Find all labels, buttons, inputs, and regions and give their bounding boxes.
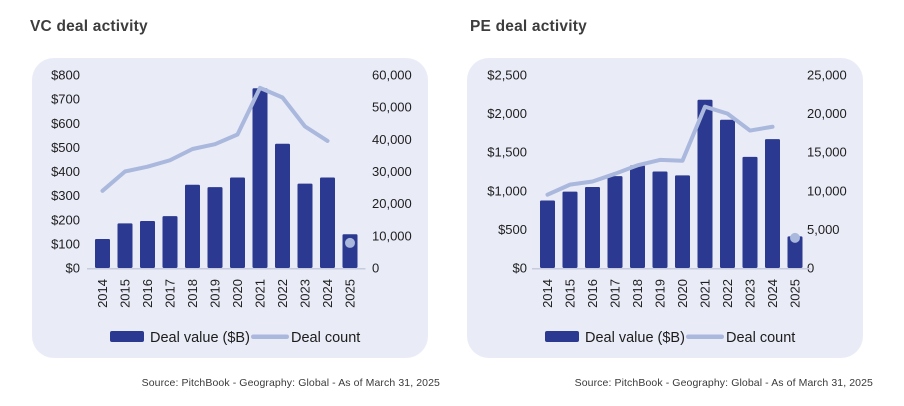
x-label-2018: 2018 (185, 279, 200, 308)
bar-2021 (252, 88, 268, 268)
right-axis-tick: 20,000 (372, 196, 412, 211)
right-axis-tick: 10,000 (372, 228, 412, 243)
x-label-2021: 2021 (253, 279, 268, 308)
vc-chart-canvas: $0 $100 $200 $300 $400 $500 $600 $700 $800 0 10,00… (51, 68, 412, 347)
left-axis-tick: $200 (51, 212, 80, 227)
bar-2018 (630, 165, 645, 268)
x-label-2025: 2025 (343, 279, 358, 308)
x-label-2023: 2023 (743, 279, 758, 308)
bar-2019 (207, 187, 223, 268)
deal-count-dot-2025 (790, 232, 800, 243)
vc-source-note: Source: PitchBook - Geography: Global - … (141, 377, 440, 389)
right-axis-tick: 20,000 (807, 106, 847, 121)
bar-2015 (562, 191, 578, 268)
legend-deal-value-swatch (545, 331, 579, 342)
x-label-2019: 2019 (208, 279, 223, 308)
right-axis-tick: 0 (372, 261, 379, 276)
x-label-2016: 2016 (585, 279, 600, 308)
bar-2024 (765, 139, 780, 268)
x-label-2020: 2020 (230, 279, 245, 308)
chart-legend: Deal value ($B) Deal count (110, 330, 360, 346)
left-axis-tick: $300 (51, 188, 80, 203)
legend-deal-value-label: Deal value ($B) (150, 330, 250, 346)
bar-2023 (742, 156, 758, 268)
right-axis-tick: 5,000 (807, 222, 840, 237)
pe-chart-canvas: $0 $500 $1,000 $1,500 $2,000 $2,500 0 5,000 10,0… (487, 68, 847, 347)
x-label-2022: 2022 (275, 279, 290, 308)
right-axis-tick: 40,000 (372, 132, 412, 147)
chart-legend: Deal value ($B) Deal count (545, 330, 795, 346)
x-label-2024: 2024 (320, 279, 335, 308)
x-label-2016: 2016 (140, 279, 155, 308)
legend-deal-count-label: Deal count (291, 330, 360, 346)
left-axis-tick: $400 (51, 164, 80, 179)
bar-2024 (320, 177, 335, 268)
vc-chart-title: VC deal activity (30, 18, 148, 35)
x-label-2019: 2019 (653, 279, 668, 308)
pe-source-note: Source: PitchBook - Geography: Global - … (574, 377, 873, 389)
bar-2015 (117, 223, 133, 268)
bar-2023 (297, 183, 313, 268)
legend-deal-value-label: Deal value ($B) (585, 330, 685, 346)
pe-chart-card: $0 $500 $1,000 $1,500 $2,000 $2,500 0 5,000 10,0… (467, 58, 863, 358)
bar-2020 (675, 175, 690, 268)
x-label-2014: 2014 (540, 279, 555, 308)
left-axis-tick: $0 (66, 261, 80, 276)
deal-count-line (545, 104, 775, 197)
x-label-2017: 2017 (163, 279, 178, 308)
x-label-2014: 2014 (95, 279, 110, 308)
left-axis-tick: $1,000 (487, 183, 527, 198)
bar-2017 (607, 176, 623, 268)
deal-count-dot-2025 (345, 237, 355, 248)
left-axis-tick: $800 (51, 68, 80, 83)
legend-deal-count-swatch (686, 334, 724, 339)
bar-2014 (540, 200, 555, 268)
pe-chart-title: PE deal activity (470, 18, 587, 35)
right-axis-tick: 60,000 (372, 68, 412, 83)
bar-2022 (720, 119, 735, 268)
left-axis-tick: $500 (498, 222, 527, 237)
left-axis-tick: $700 (51, 92, 80, 107)
left-axis-tick: $2,500 (487, 68, 527, 83)
left-axis-tick: $600 (51, 116, 80, 131)
left-axis-tick: $500 (51, 140, 80, 155)
left-axis-tick: $2,000 (487, 106, 527, 121)
right-axis-tick: 30,000 (372, 164, 412, 179)
right-axis-tick: 50,000 (372, 100, 412, 115)
legend-deal-count-label: Deal count (726, 330, 795, 346)
bar-2019 (652, 171, 668, 268)
right-axis-tick: 10,000 (807, 183, 847, 198)
right-axis-tick: 0 (807, 261, 814, 276)
left-axis-tick: $100 (51, 236, 80, 251)
x-label-2015: 2015 (563, 279, 578, 308)
x-label-2023: 2023 (298, 279, 313, 308)
bar-2017 (162, 216, 178, 268)
x-label-2017: 2017 (608, 279, 623, 308)
x-label-2015: 2015 (118, 279, 133, 308)
bar-2025 (787, 236, 803, 268)
right-axis-tick: 15,000 (807, 145, 847, 160)
legend-deal-count-swatch (251, 334, 289, 339)
vc-chart-card: $0 $100 $200 $300 $400 $500 $600 $700 $800 0 10,00… (32, 58, 428, 358)
bar-2014 (95, 239, 110, 268)
x-label-2024: 2024 (765, 279, 780, 308)
bar-2020 (230, 177, 245, 268)
bar-2022 (275, 143, 290, 268)
deal-count-line (100, 85, 330, 193)
legend-deal-value-swatch (110, 331, 144, 342)
x-label-2020: 2020 (675, 279, 690, 308)
bar-2018 (185, 184, 200, 268)
left-axis-tick: $0 (513, 261, 527, 276)
x-label-2022: 2022 (720, 279, 735, 308)
right-axis-tick: 25,000 (807, 68, 847, 83)
x-label-2021: 2021 (698, 279, 713, 308)
bar-2016 (140, 220, 155, 268)
bar-2016 (585, 186, 600, 268)
x-label-2025: 2025 (788, 279, 803, 308)
bar-2021 (697, 99, 713, 268)
left-axis-tick: $1,500 (487, 145, 527, 160)
x-label-2018: 2018 (630, 279, 645, 308)
